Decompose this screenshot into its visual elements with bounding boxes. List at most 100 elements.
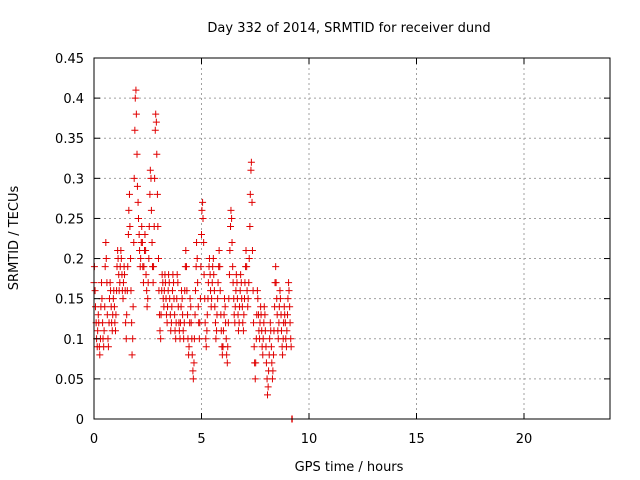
- plot-frame: [93, 57, 611, 420]
- data-point: [211, 303, 219, 311]
- data-point: [96, 351, 104, 359]
- data-point: [151, 126, 159, 134]
- data-point: [182, 247, 190, 255]
- data-point: [202, 335, 210, 343]
- data-point: [168, 303, 176, 311]
- data-point: [190, 359, 198, 367]
- data-point: [133, 182, 141, 190]
- data-point: [251, 375, 259, 383]
- data-point: [246, 190, 254, 198]
- grid: [94, 58, 610, 419]
- data-point: [193, 255, 201, 263]
- data-point: [287, 343, 295, 351]
- data-point: [111, 319, 119, 327]
- y-tick-label: 0.25: [55, 212, 84, 227]
- data-point: [286, 303, 294, 311]
- data-point: [260, 319, 268, 327]
- data-point: [117, 247, 125, 255]
- data-point: [285, 279, 293, 287]
- data-point: [102, 255, 110, 263]
- data-point: [259, 335, 267, 343]
- data-point: [248, 247, 256, 255]
- data-point: [203, 311, 211, 319]
- data-point: [244, 295, 252, 303]
- data-point: [99, 319, 107, 327]
- data-point: [226, 247, 234, 255]
- y-tick-label: 0.35: [55, 132, 84, 147]
- data-point: [147, 206, 155, 214]
- data-point: [268, 375, 276, 383]
- data-point: [269, 367, 277, 375]
- data-point: [197, 263, 205, 271]
- chart-title: Day 332 of 2014, SRMTID for receiver dun…: [207, 21, 490, 36]
- axis-ticks: [93, 57, 610, 420]
- data-point: [122, 335, 130, 343]
- data-point: [189, 375, 197, 383]
- data-point: [145, 255, 153, 263]
- data-point: [215, 247, 223, 255]
- data-point: [212, 335, 220, 343]
- y-tick-label: 0.1: [63, 333, 84, 348]
- data-point: [239, 327, 247, 335]
- data-point: [216, 263, 224, 271]
- data-point: [122, 319, 130, 327]
- data-point: [248, 198, 256, 206]
- data-point: [202, 343, 210, 351]
- x-tick-labels: 0 5 10 15 20: [90, 432, 532, 447]
- x-tick-label: 5: [197, 432, 205, 447]
- y-tick-labels: 0 0.05 0.1 0.15 0.2 0.25 0.3 0.35 0.4 0.45: [55, 52, 84, 428]
- data-point: [125, 190, 133, 198]
- data-point: [171, 311, 179, 319]
- data-point: [195, 335, 203, 343]
- y-axis-title: SRMTID / TECUs: [7, 186, 22, 291]
- data-point: [168, 287, 176, 295]
- y-tick-label: 0: [76, 413, 84, 428]
- data-point: [198, 206, 206, 214]
- data-point: [94, 311, 102, 319]
- data-point: [185, 343, 193, 351]
- data-point: [182, 263, 190, 271]
- data-point: [140, 263, 148, 271]
- y-tick-label: 0.2: [63, 253, 84, 268]
- data-point: [276, 295, 284, 303]
- data-point: [276, 287, 284, 295]
- data-point: [225, 271, 233, 279]
- data-point: [266, 319, 274, 327]
- data-point: [143, 303, 151, 311]
- data-point: [128, 319, 136, 327]
- data-point: [144, 295, 152, 303]
- data-point: [135, 214, 143, 222]
- data-point: [106, 279, 114, 287]
- data-point: [138, 222, 146, 230]
- data-point: [223, 351, 231, 359]
- data-point: [155, 255, 162, 263]
- data-point: [216, 287, 224, 295]
- x-tick-label: 15: [408, 432, 425, 447]
- data-point: [199, 214, 207, 222]
- data-point: [250, 343, 258, 351]
- data-point: [127, 255, 135, 263]
- data-point: [284, 295, 292, 303]
- data-point: [260, 303, 268, 311]
- data-point: [287, 335, 295, 343]
- data-point: [236, 287, 244, 295]
- data-point: [189, 367, 197, 375]
- data-point: [119, 295, 127, 303]
- data-point: [142, 247, 150, 255]
- data-point: [244, 303, 252, 311]
- data-point: [247, 158, 255, 166]
- data-point: [138, 239, 146, 247]
- data-point: [112, 327, 119, 335]
- data-point: [178, 295, 186, 303]
- data-point: [146, 190, 154, 198]
- y-tick-label: 0.05: [55, 373, 84, 388]
- data-point: [191, 287, 199, 295]
- data-point: [148, 239, 156, 247]
- data-point: [177, 303, 185, 311]
- data-point: [227, 206, 235, 214]
- y-tick-label: 0.4: [63, 92, 84, 107]
- data-point: [129, 335, 137, 343]
- y-tick-label: 0.15: [55, 293, 84, 308]
- data-point: [187, 319, 195, 327]
